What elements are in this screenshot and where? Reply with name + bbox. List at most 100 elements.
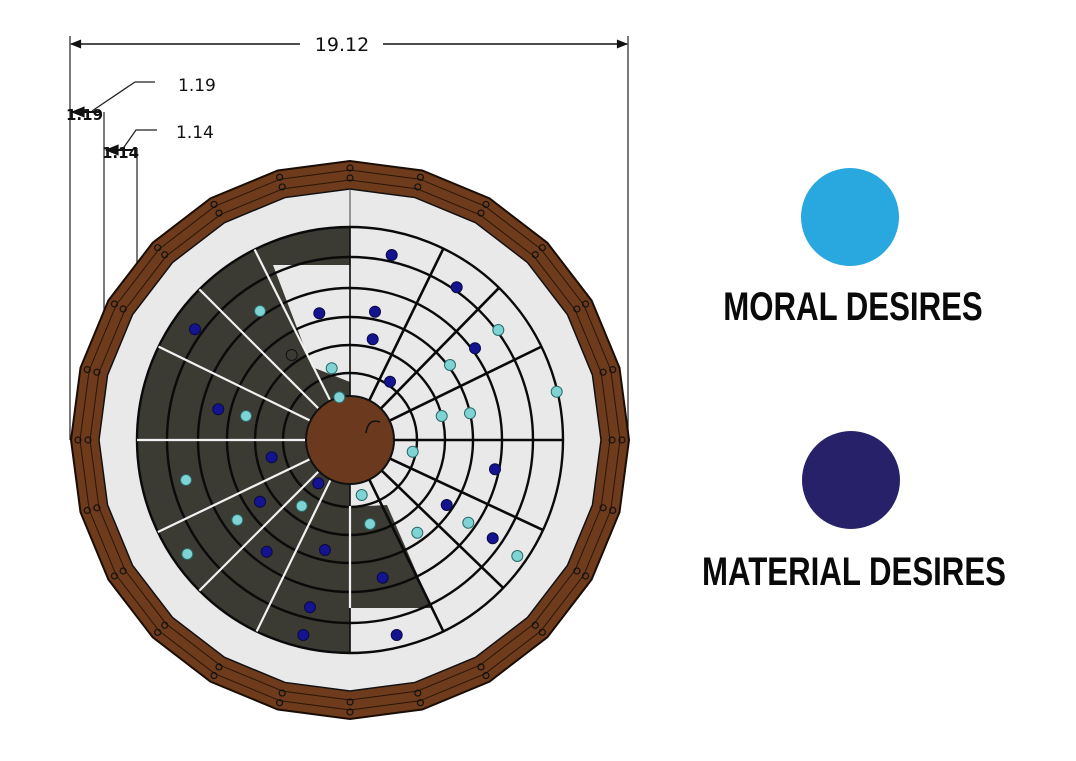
ring-width-callout-label: 1.19 <box>178 76 216 96</box>
material-desire-marker <box>384 375 396 388</box>
rim-bolt <box>531 251 539 259</box>
moral-desire-marker <box>231 514 244 526</box>
material-desires-label: MATERIAL DESIRES <box>702 550 1006 594</box>
rim-bolt <box>84 436 92 444</box>
moral-desire-marker <box>333 391 346 404</box>
radial-line <box>379 286 500 410</box>
radial-line-light <box>158 345 311 422</box>
moral-desire-marker <box>325 362 338 375</box>
rim-bolt <box>414 183 422 191</box>
ring-width-small-label: 1.19 <box>66 106 103 124</box>
rim-bolt <box>278 689 286 697</box>
moral-desire-marker <box>406 445 419 458</box>
moral-desire-marker <box>240 410 252 422</box>
rim-bolt <box>83 366 91 374</box>
radial-line-light <box>253 249 332 402</box>
rim-bolt <box>581 300 590 308</box>
rim-bolt <box>482 671 490 680</box>
rim-bolt <box>215 663 223 671</box>
radial-line <box>368 478 445 633</box>
material-desire-marker <box>260 545 273 558</box>
radial-line <box>368 247 445 402</box>
moral-desire-marker <box>435 410 448 422</box>
rim-bolt <box>414 689 422 697</box>
inner-ring-small-label: 1.14 <box>102 144 139 162</box>
radial-line-light <box>255 479 332 632</box>
rim-bolt <box>477 209 485 217</box>
rim-bolt <box>608 436 616 444</box>
rim-bolt <box>278 183 286 191</box>
moral-desire-marker <box>180 474 192 486</box>
leader-line-1-14 <box>121 129 157 151</box>
rim-bolt <box>346 698 354 706</box>
material-desire-marker <box>212 403 225 416</box>
rim-bolt <box>482 200 490 209</box>
rim-groove-inner <box>89 179 611 701</box>
moral-desire-marker <box>464 407 476 420</box>
rim-bolt <box>154 628 162 636</box>
rim-bolt <box>346 174 354 182</box>
moral-desire-marker <box>550 385 563 398</box>
moral-desire-marker <box>444 359 456 371</box>
material-desire-marker <box>319 544 331 556</box>
hub-notch <box>365 420 381 434</box>
radial-line <box>380 469 505 589</box>
rim-bolt <box>74 436 82 444</box>
radial-line-light <box>157 458 311 534</box>
rim-bolt <box>346 164 354 172</box>
rim-bolt <box>83 506 91 514</box>
rim-bolt <box>609 366 617 374</box>
rim-bolt <box>531 621 539 629</box>
rim-bolt <box>215 209 223 217</box>
rim-bolt <box>538 628 546 636</box>
material-desire-marker <box>376 571 389 584</box>
radial-line-light <box>198 288 320 410</box>
moral-desire-marker <box>462 516 475 529</box>
rim-bolt <box>276 173 284 181</box>
radial-line <box>388 345 543 422</box>
material-desire-marker <box>189 323 201 336</box>
rim-bolt <box>110 300 119 308</box>
overall-width-label: 19.12 <box>315 34 369 56</box>
inner-ring-callout-label: 1.14 <box>176 123 214 143</box>
rim-bolt <box>161 621 169 629</box>
empty-marker-slot <box>285 349 298 361</box>
rim-bolt <box>581 572 590 580</box>
leader-line-1-19 <box>91 81 155 112</box>
rim-bolt <box>573 305 581 313</box>
moral-desire-marker <box>511 550 524 562</box>
rim-bolt <box>538 244 546 252</box>
material-desire-marker <box>265 451 278 464</box>
rim-bolt <box>416 699 424 707</box>
radial-line <box>389 457 544 532</box>
material-desire-marker <box>369 305 381 318</box>
rim-bolt <box>161 251 169 259</box>
material-desire-marker <box>489 463 501 476</box>
dimension-lines <box>69 36 629 440</box>
moral-desires-label: MORAL DESIRES <box>723 285 983 329</box>
rim-bolt <box>599 368 607 376</box>
radial-line-light <box>198 470 320 592</box>
material-desire-marker <box>366 333 379 346</box>
rim-bolt <box>93 504 101 512</box>
rim-bolt <box>210 200 218 209</box>
rim-bolt <box>276 699 284 707</box>
rim-bolt <box>93 368 101 376</box>
material-desire-marker <box>304 601 316 614</box>
moral-desire-marker <box>492 324 505 336</box>
moral-desire-marker <box>411 526 424 539</box>
material-desire-marker <box>440 499 453 511</box>
rim-bolt <box>573 567 581 575</box>
moral-desire-marker <box>295 500 308 512</box>
rim-bolt <box>609 506 617 514</box>
rim-bolt <box>154 244 162 252</box>
moral-desire-marker <box>355 489 368 501</box>
moral-desire-marker <box>364 518 376 530</box>
circular-board <box>69 159 631 721</box>
material-desire-marker <box>486 532 499 545</box>
center-hub <box>305 395 395 485</box>
rim-bolt <box>618 436 626 444</box>
rim-bolt <box>346 708 354 716</box>
rim-bolt <box>599 504 607 512</box>
